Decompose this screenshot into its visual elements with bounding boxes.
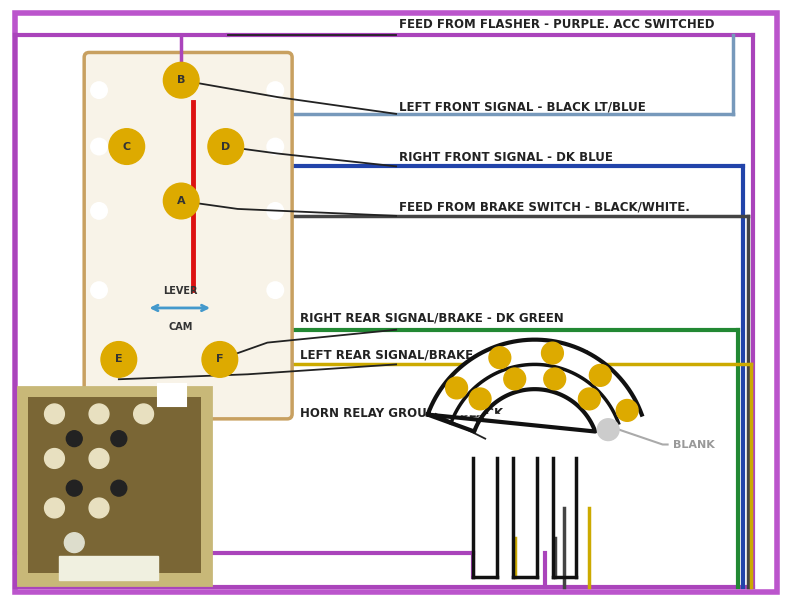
Text: E: E <box>115 354 122 364</box>
Bar <box>28 397 201 574</box>
Circle shape <box>542 342 563 364</box>
Text: FEED FROM FLASHER - PURPLE. ACC SWITCHED: FEED FROM FLASHER - PURPLE. ACC SWITCHED <box>399 18 714 31</box>
Circle shape <box>544 368 566 390</box>
Text: HORN RELAY GROUND - BLACK: HORN RELAY GROUND - BLACK <box>300 407 503 421</box>
Circle shape <box>616 399 638 421</box>
Polygon shape <box>513 461 537 577</box>
Circle shape <box>267 203 283 219</box>
Circle shape <box>89 498 109 518</box>
Circle shape <box>208 129 243 164</box>
Circle shape <box>590 364 611 386</box>
Bar <box>59 555 158 580</box>
Circle shape <box>489 347 510 368</box>
Circle shape <box>267 282 283 298</box>
Text: A: A <box>177 196 186 206</box>
Circle shape <box>91 82 107 98</box>
Circle shape <box>66 431 82 447</box>
Circle shape <box>91 203 107 219</box>
Circle shape <box>504 368 526 390</box>
Circle shape <box>64 533 84 552</box>
Circle shape <box>202 342 238 378</box>
Circle shape <box>89 449 109 469</box>
Circle shape <box>267 138 283 154</box>
Text: C: C <box>122 141 131 152</box>
Circle shape <box>45 404 64 424</box>
Circle shape <box>163 63 199 98</box>
Text: LEFT REAR SIGNAL/BRAKE - BLACK/YELLOW: LEFT REAR SIGNAL/BRAKE - BLACK/YELLOW <box>300 349 588 362</box>
Circle shape <box>101 342 137 378</box>
Text: B: B <box>177 75 186 85</box>
Circle shape <box>109 129 145 164</box>
Circle shape <box>91 138 107 154</box>
Bar <box>158 384 186 406</box>
Text: BLANK: BLANK <box>673 439 714 450</box>
Circle shape <box>91 282 107 298</box>
Circle shape <box>134 404 154 424</box>
Circle shape <box>111 480 126 496</box>
Circle shape <box>267 82 283 98</box>
Circle shape <box>470 388 491 410</box>
Polygon shape <box>428 340 642 432</box>
Text: F: F <box>216 354 223 364</box>
Circle shape <box>578 388 600 410</box>
Text: RIGHT FRONT SIGNAL - DK BLUE: RIGHT FRONT SIGNAL - DK BLUE <box>399 151 613 164</box>
Circle shape <box>89 404 109 424</box>
Polygon shape <box>553 461 576 577</box>
Text: RIGHT REAR SIGNAL/BRAKE - DK GREEN: RIGHT REAR SIGNAL/BRAKE - DK GREEN <box>300 311 564 324</box>
Polygon shape <box>474 461 497 577</box>
Circle shape <box>45 449 64 469</box>
Circle shape <box>45 498 64 518</box>
Circle shape <box>446 377 467 399</box>
Text: CAM: CAM <box>168 322 193 332</box>
Circle shape <box>163 183 199 219</box>
Circle shape <box>66 480 82 496</box>
Bar <box>18 387 211 585</box>
Text: D: D <box>221 141 230 152</box>
Text: LEFT FRONT SIGNAL - BLACK LT/BLUE: LEFT FRONT SIGNAL - BLACK LT/BLUE <box>399 100 646 114</box>
Text: LEVER: LEVER <box>163 286 198 296</box>
Circle shape <box>598 419 619 441</box>
Text: FEED FROM BRAKE SWITCH - BLACK/WHITE.: FEED FROM BRAKE SWITCH - BLACK/WHITE. <box>399 200 690 214</box>
Circle shape <box>111 431 126 447</box>
FancyBboxPatch shape <box>84 52 292 419</box>
